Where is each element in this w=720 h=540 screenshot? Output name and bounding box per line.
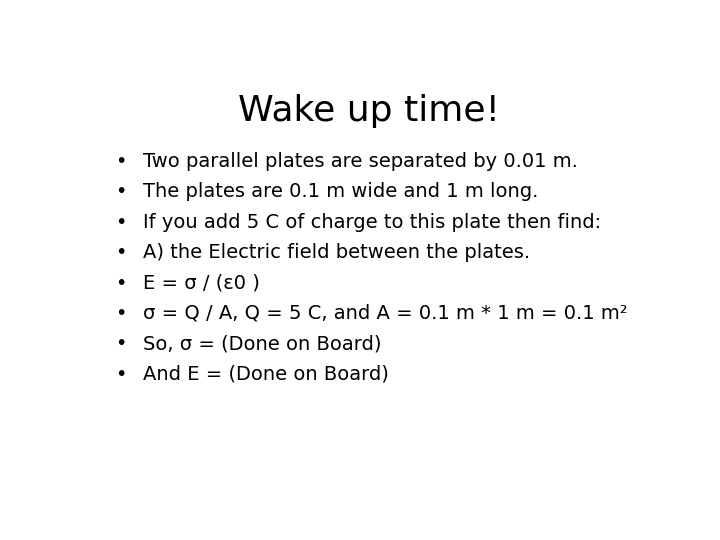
Text: σ = Q / A, Q = 5 C, and A = 0.1 m * 1 m = 0.1 m²: σ = Q / A, Q = 5 C, and A = 0.1 m * 1 m … [143,304,628,323]
Text: •: • [115,183,127,201]
Text: So, σ = (Done on Board): So, σ = (Done on Board) [143,334,382,353]
Text: The plates are 0.1 m wide and 1 m long.: The plates are 0.1 m wide and 1 m long. [143,183,539,201]
Text: •: • [115,274,127,293]
Text: Wake up time!: Wake up time! [238,94,500,128]
Text: •: • [115,152,127,171]
Text: A) the Electric field between the plates.: A) the Electric field between the plates… [143,243,530,262]
Text: •: • [115,213,127,232]
Text: E = σ / (ε0 ): E = σ / (ε0 ) [143,274,260,293]
Text: •: • [115,304,127,323]
Text: •: • [115,334,127,353]
Text: If you add 5 C of charge to this plate then find:: If you add 5 C of charge to this plate t… [143,213,601,232]
Text: •: • [115,243,127,262]
Text: Two parallel plates are separated by 0.01 m.: Two parallel plates are separated by 0.0… [143,152,578,171]
Text: And E = (Done on Board): And E = (Done on Board) [143,364,389,383]
Text: •: • [115,364,127,383]
